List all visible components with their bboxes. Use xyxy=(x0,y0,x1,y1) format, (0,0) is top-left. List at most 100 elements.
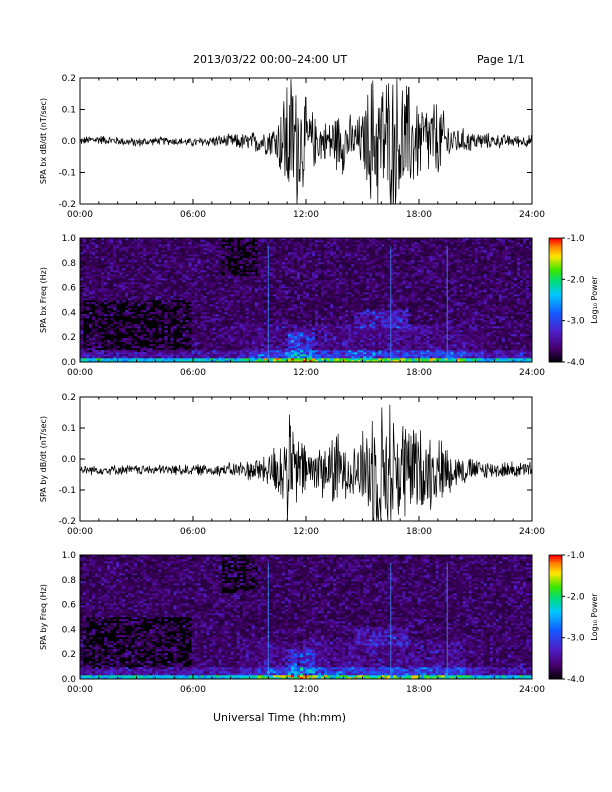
spectrogram-cell xyxy=(122,358,125,360)
spectrogram-cell xyxy=(188,312,191,314)
spectrogram-cell xyxy=(264,352,267,354)
spectrogram-cell xyxy=(264,346,267,348)
spectrogram-cell xyxy=(270,342,273,344)
spectrogram-cell xyxy=(152,246,155,248)
spectrogram-cell xyxy=(264,250,267,252)
spectrogram-cell xyxy=(288,346,291,348)
spectrogram-cell xyxy=(134,296,137,298)
spectrogram-cell xyxy=(188,322,191,324)
spectrogram-cell xyxy=(140,258,143,260)
spectrogram-cell xyxy=(198,276,201,278)
spectrogram-cell xyxy=(300,250,303,252)
spectrogram-cell xyxy=(306,354,309,356)
spectrogram-cell xyxy=(285,322,288,324)
spectrogram-cell xyxy=(195,356,198,358)
spectrogram-cell xyxy=(110,248,113,250)
spectrogram-cell xyxy=(276,242,279,244)
spectrogram-cell xyxy=(315,314,318,316)
spectrogram-cell xyxy=(264,358,267,360)
spectrogram-cell xyxy=(318,316,321,318)
spectrogram-cell xyxy=(179,302,182,304)
spectrogram-cell xyxy=(297,252,300,254)
spectrogram-cell xyxy=(348,310,351,312)
spectrogram-cell xyxy=(195,342,198,344)
spectrogram-cell xyxy=(201,292,204,294)
spectrogram-cell xyxy=(288,314,291,316)
spectrogram-cell xyxy=(249,304,252,306)
spectrogram-cell xyxy=(249,348,252,350)
spectrogram-cell xyxy=(149,242,152,244)
spectrogram-cell xyxy=(86,308,89,310)
spectrogram-cell xyxy=(164,294,167,296)
spectrogram-cell xyxy=(279,256,282,258)
spectrogram-cell xyxy=(188,354,191,356)
spectrogram-cell xyxy=(312,330,315,332)
spectrogram-cell xyxy=(219,294,222,296)
spectrogram-cell xyxy=(300,294,303,296)
spectrogram-cell xyxy=(252,312,255,314)
spectrogram-cell xyxy=(327,246,330,248)
spectrogram-cell xyxy=(243,350,246,352)
spectrogram-cell xyxy=(234,348,237,350)
spectrogram-cell xyxy=(204,320,207,322)
spectrogram-cell xyxy=(321,252,324,254)
spectrogram-cell xyxy=(333,298,336,300)
spectrogram-cell xyxy=(158,268,161,270)
spectrogram-cell xyxy=(158,340,161,342)
spectrogram-cell xyxy=(273,316,276,318)
spectrogram-cell xyxy=(219,254,222,256)
spectrogram-cell xyxy=(321,352,324,354)
spectrogram-cell xyxy=(318,282,321,284)
spectrogram-cell xyxy=(110,264,113,266)
spectrogram-cell xyxy=(176,258,179,260)
spectrogram-cell xyxy=(104,240,107,242)
spectrogram-cell xyxy=(234,306,237,308)
spectrogram-cell xyxy=(315,250,318,252)
spectrogram-cell xyxy=(285,314,288,316)
spectrogram-cell xyxy=(198,350,201,352)
spectrogram-cell xyxy=(137,346,140,348)
spectrogram-cell xyxy=(225,282,228,284)
spectrogram-cell xyxy=(315,274,318,276)
spectrogram-cell xyxy=(146,358,149,360)
spectrogram-cell xyxy=(279,328,282,330)
spectrogram-cell xyxy=(264,246,267,248)
spectrogram-cell xyxy=(336,242,339,244)
spectrogram-cell xyxy=(276,304,279,306)
spectrogram-cell xyxy=(270,356,273,358)
spectrogram-cell xyxy=(261,252,264,254)
spectrogram-cell xyxy=(110,294,113,296)
spectrogram-cell xyxy=(176,286,179,288)
spectrogram-cell xyxy=(309,306,312,308)
spectrogram-cell xyxy=(107,296,110,298)
spectrogram-cell xyxy=(270,312,273,314)
spectrogram-cell xyxy=(333,300,336,302)
spectrogram-cell xyxy=(173,280,176,282)
spectrogram-cell xyxy=(279,338,282,340)
spectrogram-cell xyxy=(207,342,210,344)
spectrogram-cell xyxy=(213,340,216,342)
spectrogram-cell xyxy=(345,340,348,342)
spectrogram-cell xyxy=(249,314,252,316)
spectrogram-cell xyxy=(231,334,234,336)
spectrogram-cell xyxy=(207,266,210,268)
spectrogram-cell xyxy=(252,316,255,318)
spectrogram-cell xyxy=(185,330,188,332)
spectrogram-cell xyxy=(152,316,155,318)
spectrogram-cell xyxy=(336,312,339,314)
spectrogram-cell xyxy=(113,270,116,272)
spectrogram-cell xyxy=(179,254,182,256)
spectrogram-cell xyxy=(83,254,86,256)
spectrogram-cell xyxy=(164,316,167,318)
spectrogram-cell xyxy=(306,246,309,248)
spectrogram-cell xyxy=(122,354,125,356)
spectrogram-cell xyxy=(222,270,225,272)
spectrogram-cell xyxy=(276,282,279,284)
spectrogram-cell xyxy=(195,268,198,270)
spectrogram-cell xyxy=(95,254,98,256)
spectrogram-cell xyxy=(170,314,173,316)
spectrogram-cell xyxy=(327,304,330,306)
spectrogram-cell xyxy=(327,298,330,300)
spectrogram-cell xyxy=(279,330,282,332)
spectrogram-cell xyxy=(195,318,198,320)
